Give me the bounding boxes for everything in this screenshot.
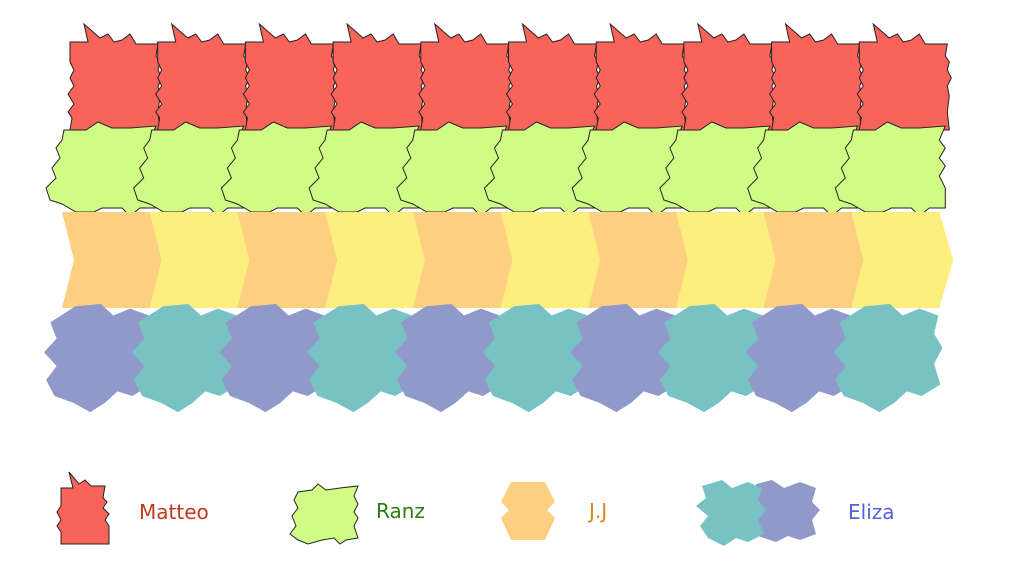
puzzle-tile: [307, 304, 417, 413]
green-blob-tile: [308, 121, 420, 217]
hex-arrow-tile: [675, 212, 778, 308]
green-blob-tile: [45, 121, 157, 217]
hex-arrow-tile: [763, 212, 866, 308]
hex-arrow-tile: [62, 212, 164, 308]
hex-arrow-tile: [851, 212, 954, 308]
green-blob-tile-icon: [289, 483, 359, 545]
row-green-tiles: [45, 121, 947, 217]
puzzle-tile: [833, 304, 943, 413]
green-blob-tile: [834, 121, 947, 217]
green-blob-tile: [483, 121, 596, 217]
puzzle-tile: [657, 304, 768, 413]
legend-label-jj: J.J: [587, 499, 607, 523]
hex-arrow-tile: [237, 212, 340, 308]
puzzle-tile: [745, 304, 855, 413]
hex-arrow-tile: [149, 212, 252, 308]
row-orange-yellow-tiles: [62, 212, 954, 308]
puzzle-tile: [131, 304, 241, 413]
green-blob-tile: [659, 121, 771, 217]
orange-hex-tile-icon: [501, 482, 555, 540]
legend-label-eliza: Eliza: [848, 500, 895, 524]
legend-item-jj: J.J: [501, 482, 607, 540]
puzzle-tile: [482, 304, 592, 413]
row-red-tiles: [67, 22, 952, 131]
legend-item-matteo: Matteo: [56, 471, 209, 545]
green-blob-tile: [396, 121, 508, 217]
green-blob-tile: [747, 121, 859, 217]
legend: Matteo Ranz J.J Eliza: [56, 471, 895, 546]
row-purple-teal-tiles: [44, 304, 943, 413]
hex-arrow-tile: [500, 212, 603, 308]
hex-arrow-tile: [412, 212, 515, 308]
hex-arrow-tile: [588, 212, 691, 308]
green-blob-tile: [571, 121, 683, 217]
puzzle-tile: [219, 304, 329, 413]
legend-label-ranz: Ranz: [376, 499, 425, 523]
green-blob-tile: [220, 121, 333, 217]
teal-purple-tile-icon: [696, 480, 820, 546]
puzzle-tile: [394, 304, 504, 413]
puzzle-tile: [44, 304, 154, 413]
red-star-tile-icon: [56, 471, 110, 545]
legend-item-eliza: Eliza: [696, 480, 895, 546]
red-star-tile: [856, 22, 952, 131]
hex-arrow-tile: [325, 212, 428, 308]
puzzle-tile: [570, 304, 680, 413]
legend-item-ranz: Ranz: [289, 483, 425, 545]
green-blob-tile: [133, 121, 245, 217]
legend-label-matteo: Matteo: [139, 500, 209, 524]
